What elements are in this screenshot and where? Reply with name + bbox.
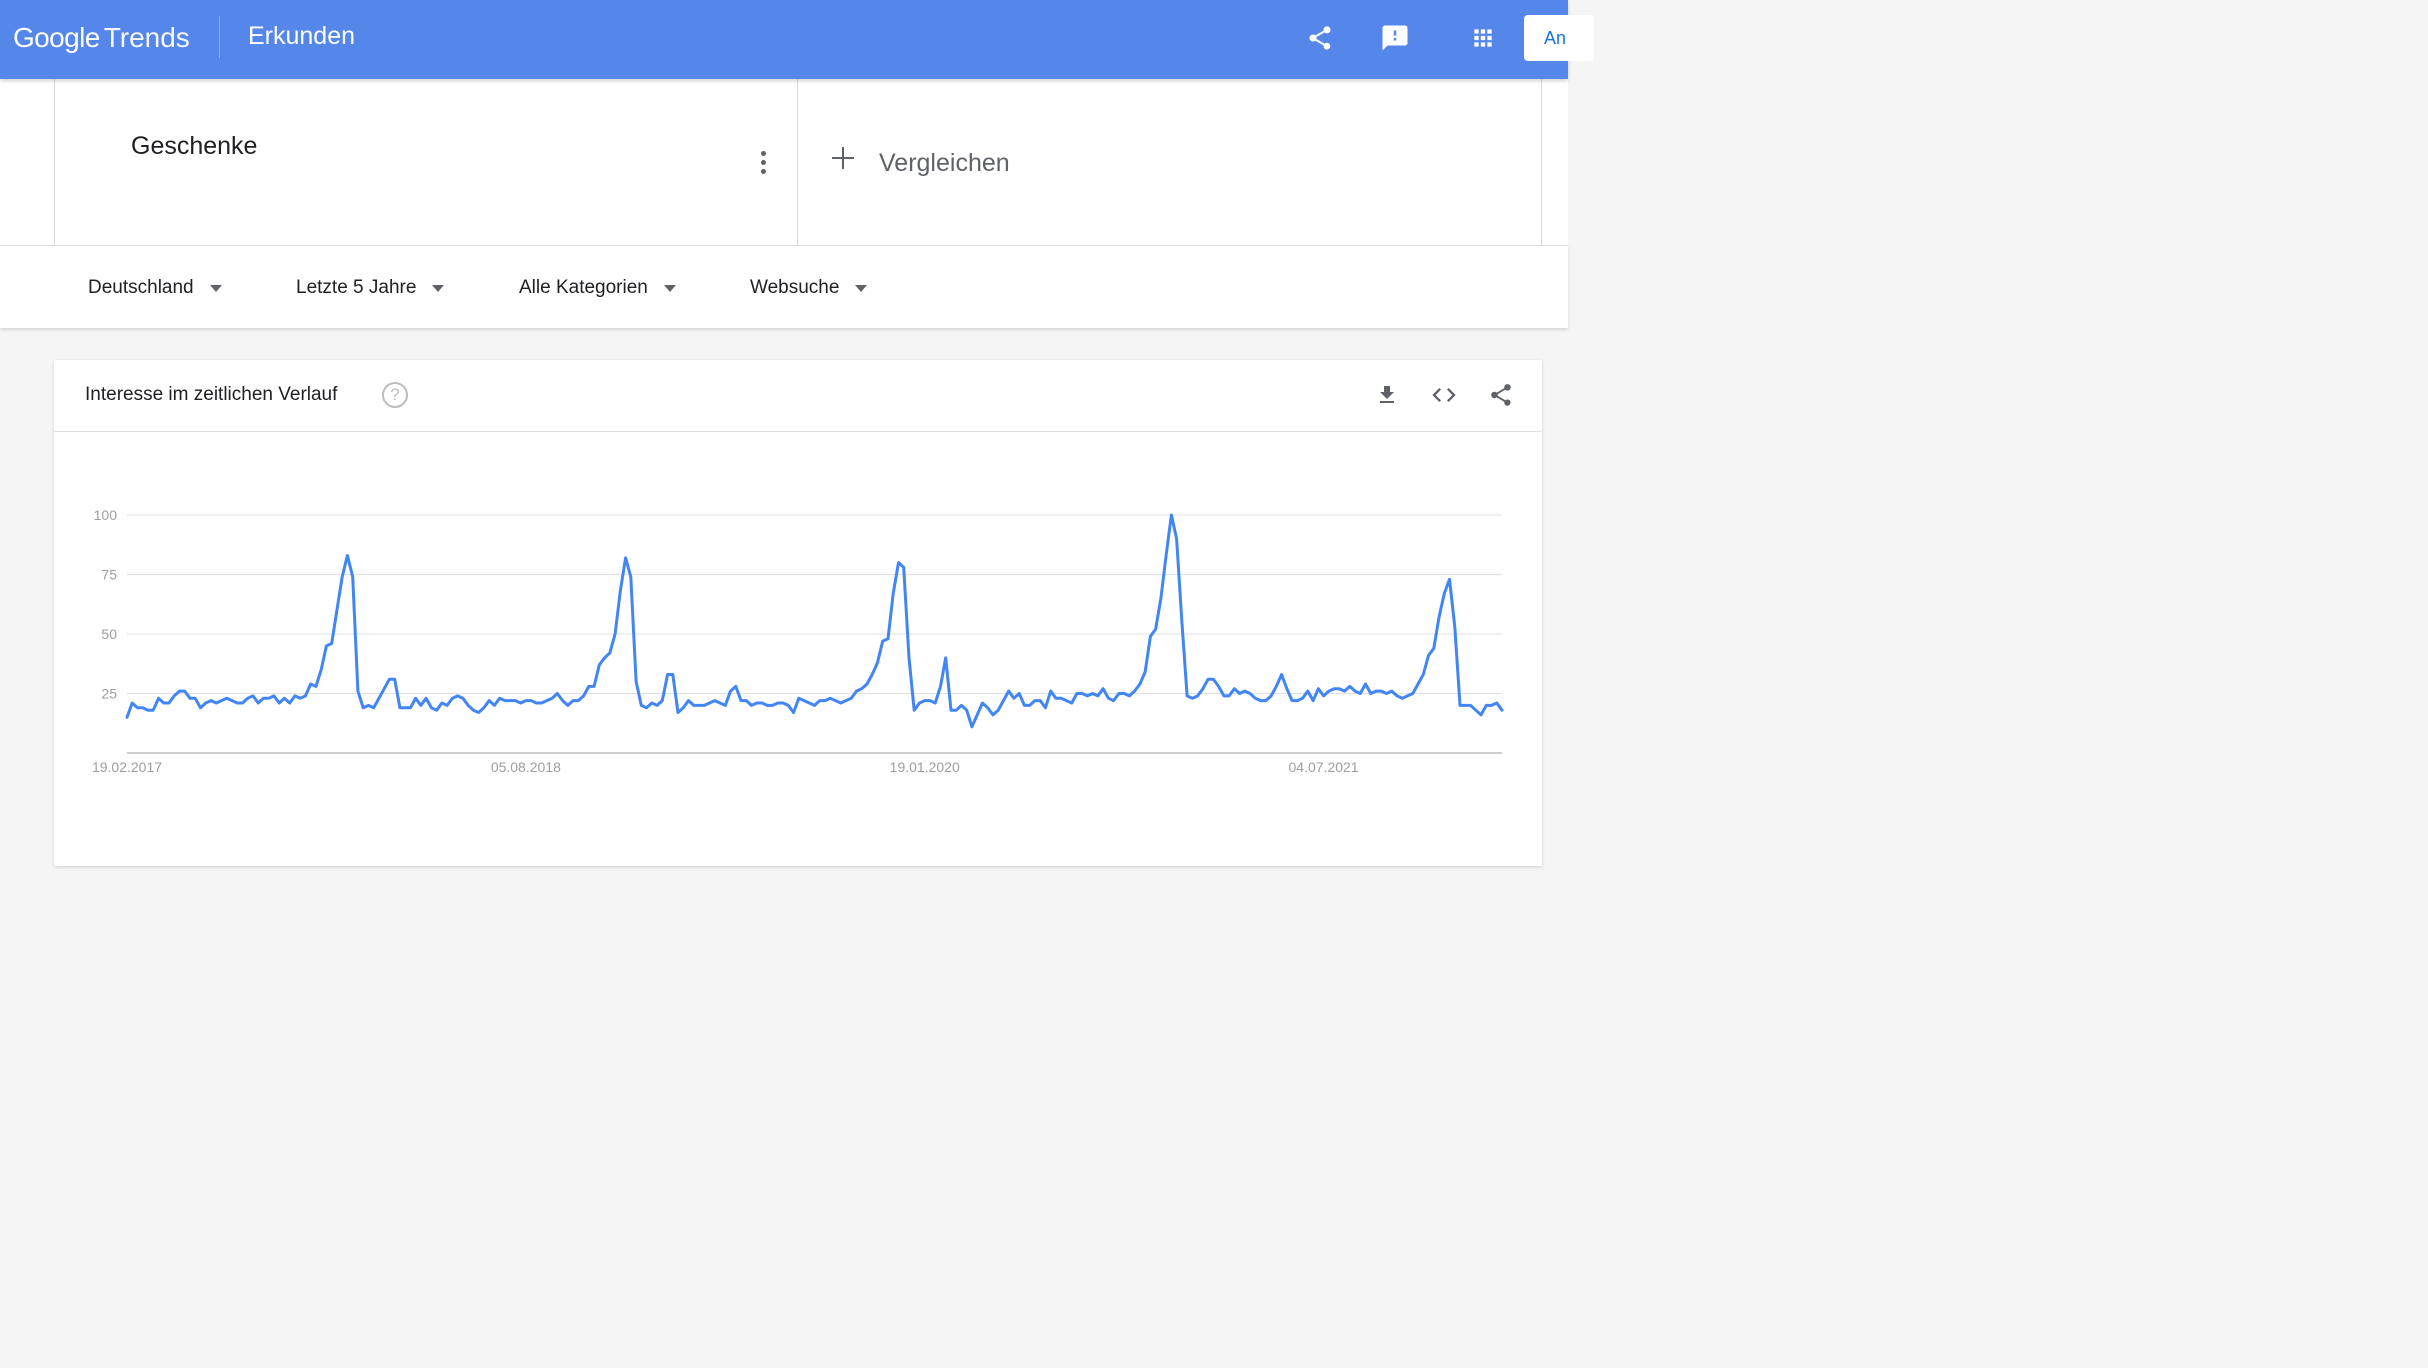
caret-down-icon bbox=[209, 284, 222, 292]
search-terms-panel: Geschenke Vergleichen bbox=[0, 79, 1568, 245]
logo-google-text: Google bbox=[13, 22, 100, 53]
apps-icon[interactable] bbox=[1466, 21, 1500, 55]
more-options-icon[interactable] bbox=[751, 145, 775, 179]
category-label: Alle Kategorien bbox=[519, 277, 648, 298]
top-app-bar: Google Trends Erkunden An bbox=[0, 0, 1594, 79]
y-tick-label: 100 bbox=[94, 507, 118, 523]
caret-down-icon bbox=[432, 284, 445, 292]
search-term-card[interactable]: Geschenke bbox=[54, 79, 798, 245]
region-dropdown[interactable]: Deutschland bbox=[88, 275, 222, 301]
help-icon[interactable]: ? bbox=[382, 382, 408, 408]
share-icon[interactable] bbox=[1486, 380, 1516, 410]
region-label: Deutschland bbox=[88, 277, 194, 298]
search-type-dropdown[interactable]: Websuche bbox=[750, 275, 868, 301]
embed-icon[interactable] bbox=[1429, 380, 1459, 410]
compare-label: Vergleichen bbox=[879, 149, 1010, 177]
google-trends-logo[interactable]: Google Trends bbox=[13, 22, 190, 58]
download-icon[interactable] bbox=[1372, 380, 1402, 410]
chart-grid bbox=[127, 514, 1502, 694]
card-title: Interesse im zeitlichen Verlauf bbox=[85, 384, 338, 405]
caret-down-icon bbox=[855, 284, 868, 292]
timeframe-dropdown[interactable]: Letzte 5 Jahre bbox=[296, 275, 445, 301]
search-term-label: Geschenke bbox=[131, 132, 258, 160]
x-tick-label: 19.01.2020 bbox=[890, 759, 960, 775]
series-layer bbox=[125, 513, 1504, 729]
x-tick-label: 04.07.2021 bbox=[1289, 759, 1359, 775]
interest-line-chart[interactable]: 25 50 75 100 19.02.2017 05.08.2018 19.01.2020… bbox=[54, 360, 1542, 866]
page-title: Erkunden bbox=[248, 22, 356, 50]
interest-over-time-card: Interesse im zeitlichen Verlauf ? 25 50 75… bbox=[54, 360, 1542, 866]
feedback-icon[interactable] bbox=[1378, 21, 1412, 55]
y-axis-ticks: 25 50 75 100 bbox=[94, 507, 118, 702]
compare-button[interactable]: Vergleichen bbox=[798, 79, 1542, 245]
category-dropdown[interactable]: Alle Kategorien bbox=[519, 275, 676, 301]
filter-bar: Deutschland Letzte 5 Jahre Alle Kategori… bbox=[0, 245, 1568, 328]
timeframe-label: Letzte 5 Jahre bbox=[296, 277, 417, 298]
x-axis-ticks: 19.02.2017 05.08.2018 19.01.2020 04.07.2021 bbox=[92, 759, 1359, 775]
caret-down-icon bbox=[663, 284, 676, 292]
plus-icon bbox=[832, 147, 854, 169]
search-type-label: Websuche bbox=[750, 277, 840, 298]
y-tick-label: 25 bbox=[101, 686, 117, 702]
y-tick-label: 50 bbox=[101, 626, 117, 642]
x-tick-label: 19.02.2017 bbox=[92, 759, 162, 775]
logo-trends-text: Trends bbox=[103, 22, 190, 53]
share-icon[interactable] bbox=[1303, 21, 1337, 55]
sign-in-button[interactable]: An bbox=[1524, 15, 1594, 61]
x-tick-label: 05.08.2018 bbox=[491, 759, 561, 775]
header-divider bbox=[219, 16, 220, 58]
y-tick-label: 75 bbox=[101, 567, 117, 583]
series-line-geschenke[interactable] bbox=[125, 513, 1504, 729]
card-header: Interesse im zeitlichen Verlauf ? bbox=[54, 360, 1542, 432]
